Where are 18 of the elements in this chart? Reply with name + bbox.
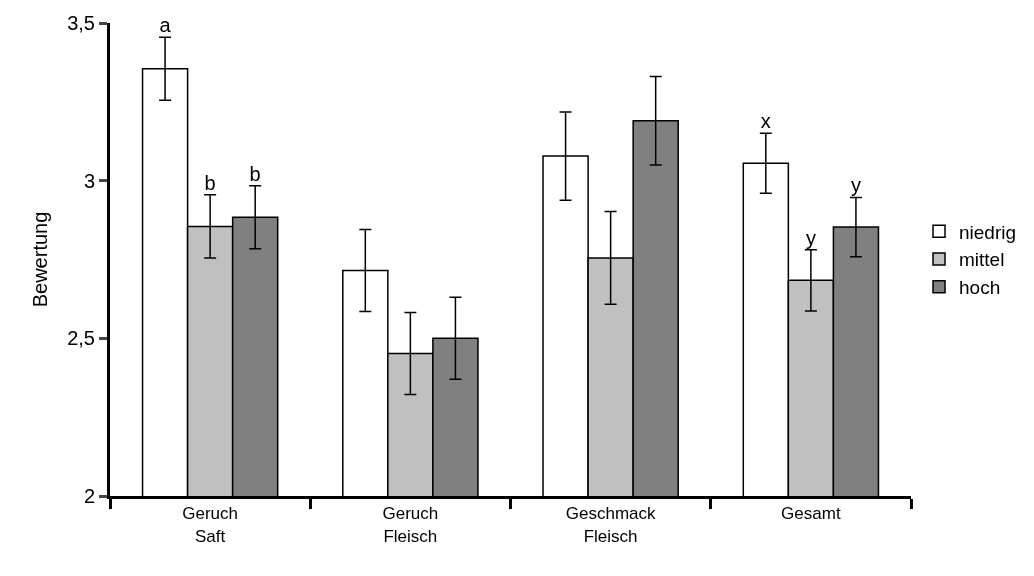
y-axis-title: Bewertung [28, 211, 51, 308]
y-tick-label: 3 [83, 169, 95, 192]
x-tick-label: Geruch Fleisch [382, 504, 439, 546]
data-label: y [805, 226, 816, 249]
data-label: b [204, 171, 216, 194]
legend-label: mittel [959, 249, 1005, 271]
data-label: x [760, 110, 771, 133]
x-tick-label: Gesamt [781, 504, 841, 524]
x-tick-label: Geschmack Fleisch [565, 504, 656, 546]
x-tick-label: Geruch Saft [182, 504, 239, 546]
y-tick-label: 3,5 [67, 12, 95, 34]
data-label: a [159, 14, 172, 37]
y-tick-label: 2,5 [67, 327, 95, 350]
legend-label: niedrig [959, 221, 1017, 243]
legend-label: hoch [959, 277, 1001, 299]
data-label: y [850, 174, 861, 197]
data-label: b [249, 162, 261, 185]
y-tick-label: 2 [83, 485, 95, 507]
